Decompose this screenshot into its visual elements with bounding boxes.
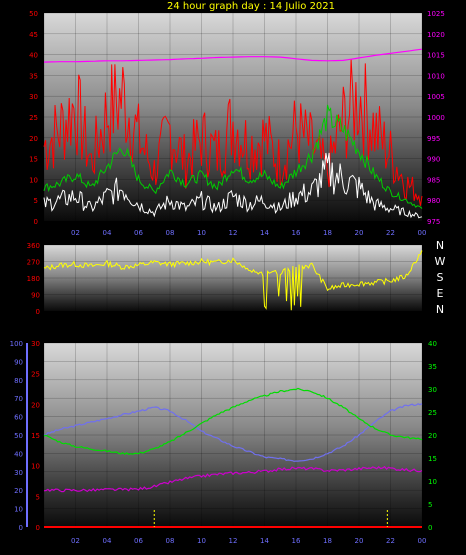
compass-label: S — [437, 271, 444, 284]
x-tick-label: 10 — [197, 537, 206, 545]
compass-label: N — [436, 239, 444, 252]
x-tick-label: 22 — [386, 537, 395, 545]
x-tick-label: 20 — [355, 537, 364, 545]
right-tick-label: 1010 — [427, 72, 445, 80]
x-tick-label: 06 — [134, 229, 143, 237]
x-tick-label: 18 — [323, 229, 332, 237]
left-tick-label: 40 — [29, 52, 38, 60]
x-tick-label: 16 — [292, 537, 301, 545]
left-tick-label: 30 — [29, 93, 38, 101]
direction-tick-label: 180 — [27, 275, 40, 283]
x-tick-label: 16 — [292, 229, 301, 237]
humidity-tick-label: 80 — [14, 377, 23, 385]
green-tick-label: 40 — [428, 340, 437, 348]
right-tick-label: 985 — [427, 176, 440, 184]
right-tick-label: 1025 — [427, 10, 445, 18]
x-tick-label: 04 — [103, 537, 112, 545]
compass-label: W — [435, 255, 446, 268]
temp-tick-label: 10 — [31, 463, 40, 471]
green-tick-label: 25 — [428, 409, 437, 417]
series-line-wind-1 — [43, 104, 423, 209]
x-tick-label: 12 — [229, 537, 238, 545]
compass-label: N — [436, 303, 444, 316]
right-tick-label: 975 — [427, 218, 440, 226]
right-tick-label: 980 — [427, 197, 440, 205]
series-line-temperature-1 — [43, 387, 423, 456]
direction-tick-label: 270 — [27, 259, 40, 267]
x-tick-label: 06 — [134, 537, 143, 545]
humidity-tick-label: 100 — [10, 340, 23, 348]
green-tick-label: 15 — [428, 455, 437, 463]
right-tick-label: 1020 — [427, 31, 445, 39]
right-tick-label: 1005 — [427, 93, 445, 101]
x-tick-label: 22 — [386, 229, 395, 237]
humidity-tick-label: 90 — [14, 358, 23, 366]
left-tick-label: 20 — [29, 135, 38, 143]
series-line-wind-3 — [43, 48, 423, 63]
green-tick-label: 10 — [428, 478, 437, 486]
x-tick-label: 08 — [166, 537, 175, 545]
direction-tick-label: 360 — [27, 242, 40, 250]
green-tick-label: 35 — [428, 363, 437, 371]
x-tick-label: 04 — [103, 229, 112, 237]
x-tick-label: 14 — [260, 229, 269, 237]
x-tick-label: 18 — [323, 537, 332, 545]
x-tick-label: 00 — [418, 537, 427, 545]
humidity-tick-label: 50 — [14, 432, 23, 440]
left-tick-label: 10 — [29, 176, 38, 184]
x-tick-label: 02 — [71, 537, 80, 545]
right-tick-label: 990 — [427, 156, 440, 164]
series-line-wind-0 — [43, 59, 423, 206]
humidity-tick-label: 20 — [14, 487, 23, 495]
left-tick-label: 15 — [29, 156, 38, 164]
left-tick-label: 45 — [29, 31, 38, 39]
x-tick-label: 20 — [355, 229, 364, 237]
chart-title: 24 hour graph day : 14 Julio 2021 — [167, 1, 335, 12]
series-line-direction — [43, 250, 423, 311]
x-tick-label: 10 — [197, 229, 206, 237]
temp-tick-label: 15 — [31, 432, 40, 440]
direction-tick-label: 0 — [36, 308, 40, 316]
series-line-temperature-2 — [43, 465, 423, 493]
temp-tick-label: 25 — [31, 371, 40, 379]
humidity-tick-label: 30 — [14, 469, 23, 477]
x-tick-label: 12 — [229, 229, 238, 237]
temp-tick-label: 30 — [31, 340, 40, 348]
green-tick-label: 0 — [428, 524, 432, 532]
humidity-tick-label: 0 — [19, 524, 23, 532]
temp-tick-label: 0 — [36, 524, 40, 532]
green-tick-label: 30 — [428, 386, 437, 394]
green-tick-label: 5 — [428, 501, 432, 509]
humidity-tick-label: 40 — [14, 450, 23, 458]
humidity-tick-label: 70 — [14, 395, 23, 403]
right-tick-label: 1000 — [427, 114, 445, 122]
x-tick-label: 08 — [166, 229, 175, 237]
left-tick-label: 25 — [29, 114, 38, 122]
left-tick-label: 5 — [34, 197, 38, 205]
right-tick-label: 995 — [427, 135, 440, 143]
humidity-tick-label: 60 — [14, 414, 23, 422]
temp-tick-label: 20 — [31, 401, 40, 409]
humidity-tick-label: 10 — [14, 506, 23, 514]
x-tick-label: 00 — [418, 229, 427, 237]
temp-tick-label: 5 — [36, 493, 40, 501]
left-tick-label: 35 — [29, 72, 38, 80]
direction-tick-label: 90 — [31, 292, 40, 300]
green-tick-label: 20 — [428, 432, 437, 440]
right-tick-label: 1015 — [427, 52, 445, 60]
plot-area-direction — [44, 245, 422, 311]
left-tick-label: 0 — [34, 218, 38, 226]
x-tick-label: 02 — [71, 229, 80, 237]
series-line-temperature-0 — [43, 403, 423, 462]
x-tick-label: 14 — [260, 537, 269, 545]
compass-label: E — [437, 287, 444, 300]
left-tick-label: 50 — [29, 10, 38, 18]
series-line-wind-2 — [43, 152, 423, 219]
